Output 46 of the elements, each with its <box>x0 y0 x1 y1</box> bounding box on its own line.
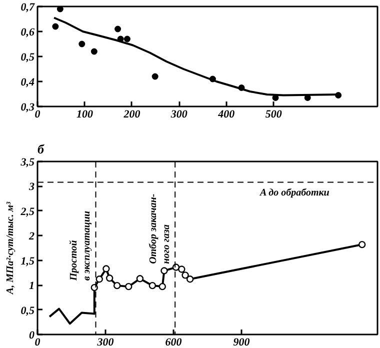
point <box>56 6 64 12</box>
y-tick-label: 0,6 <box>20 26 35 38</box>
point <box>152 73 158 80</box>
x-tick-label: 300 <box>96 336 114 348</box>
x-tick-label: 600 <box>165 336 182 348</box>
x-tick-label: 500 <box>265 108 282 120</box>
ref-line-label: A до обработки <box>259 187 330 198</box>
point <box>182 272 189 279</box>
x-tick-label: 100 <box>76 108 94 120</box>
point <box>78 40 86 48</box>
point <box>90 284 98 292</box>
point <box>136 275 144 282</box>
point <box>148 282 156 290</box>
y-axis-title: A, МПа²·сут/тыс. м³ <box>4 200 16 296</box>
y-tick-label: 3,5 <box>20 156 35 168</box>
chart-title: б <box>38 142 44 156</box>
point <box>124 36 130 42</box>
y-tick-label: 1,5 <box>20 255 35 268</box>
y-tick-label: 1 <box>29 280 34 292</box>
point <box>90 48 98 55</box>
point <box>158 282 166 290</box>
point <box>125 282 132 290</box>
point <box>358 240 366 248</box>
y-tick-label: 3 <box>28 181 35 194</box>
ref-line-label: Отбор закачан- ного газа <box>148 194 172 264</box>
point <box>102 265 110 272</box>
y-tick-label: 0,5 <box>20 304 35 317</box>
x-tick-label: 300 <box>170 108 188 120</box>
point <box>106 274 114 282</box>
y-tick-label: 0,3 <box>20 102 35 114</box>
point <box>160 267 168 274</box>
point <box>113 282 121 290</box>
x-tick-label: 200 <box>122 108 141 120</box>
point <box>178 266 186 273</box>
ref-line-label: Простой в эксплуатации <box>68 210 93 282</box>
point <box>114 26 122 32</box>
x-tick-label: 400 <box>217 108 236 120</box>
point <box>52 23 59 30</box>
y-tick-label: 2,5 <box>20 206 35 218</box>
y-tick-label: 0,7 <box>20 2 35 14</box>
x-tick-label: 900 <box>233 336 250 348</box>
y-tick-label: 0,5 <box>20 52 35 64</box>
y-tick-label: 0,4 <box>20 76 35 88</box>
point <box>186 276 194 283</box>
y-tick-label: 2 <box>28 230 35 243</box>
point <box>96 276 103 283</box>
